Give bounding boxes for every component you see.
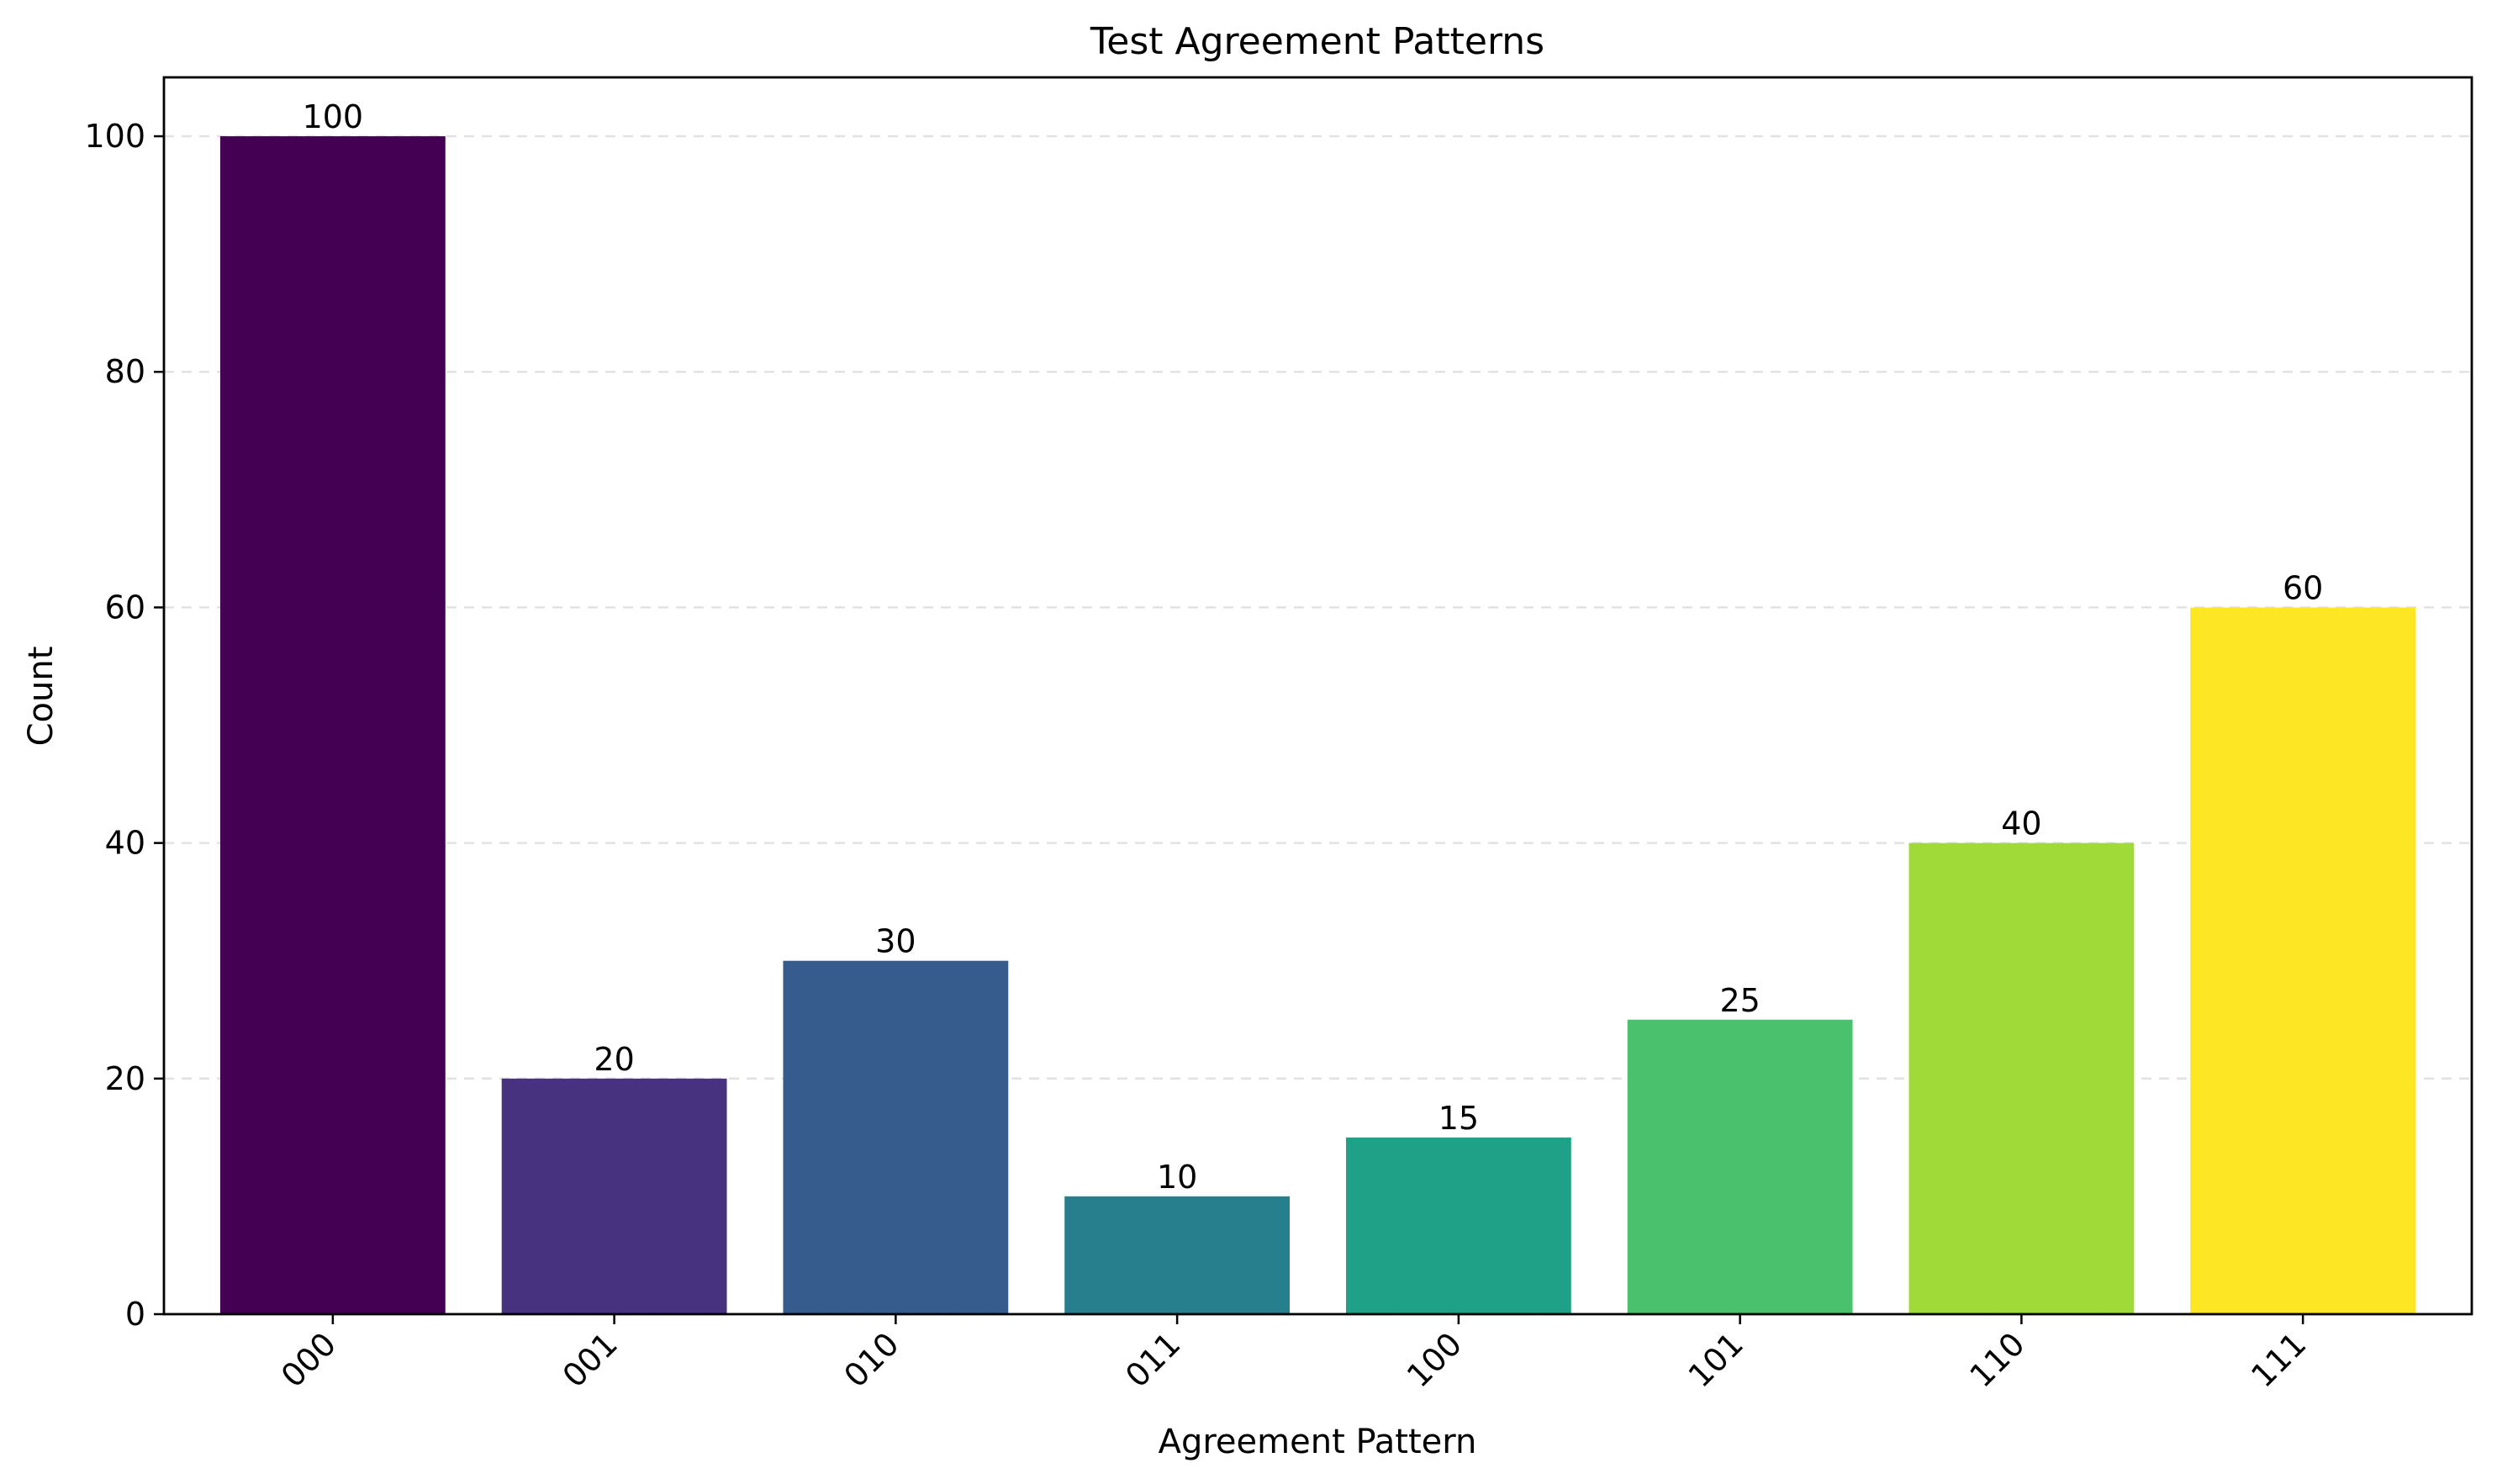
bar-value-label: 20 [594,1041,634,1078]
bar-value-label: 10 [1157,1159,1197,1196]
y-tick-label: 100 [84,118,145,155]
bar-value-label: 60 [2283,569,2323,606]
y-axis-label: Count [22,647,61,747]
bar-value-label: 30 [875,923,916,960]
bar-001 [501,1078,727,1314]
x-axis-label: Agreement Pattern [1159,1423,1477,1461]
x-tick-label: 100 [1400,1325,1469,1394]
x-tick-label: 011 [1118,1325,1187,1394]
bar-value-label: 40 [2001,805,2041,842]
bar-011 [1064,1196,1291,1314]
x-tick-label: 010 [837,1325,905,1394]
y-tick-label: 40 [105,825,145,862]
x-axis-ticks: 000 001 010 011 100 101 110 111 [274,1314,2314,1395]
bar-value-label: 100 [303,98,364,135]
x-tick-label: 110 [1962,1325,2031,1394]
y-tick-label: 20 [105,1060,145,1097]
y-axis-ticks: 0 20 40 60 80 100 [84,118,164,1333]
x-tick-label: 000 [274,1325,343,1394]
bar-000 [219,136,446,1315]
data-labels: 100 20 30 10 15 25 40 60 [303,98,2324,1196]
bar-value-label: 25 [1719,982,1760,1019]
bar-value-label: 15 [1439,1100,1479,1137]
x-tick-label: 101 [1681,1325,1750,1394]
x-tick-label: 001 [556,1325,625,1394]
chart-title: Test Agreement Patterns [1090,20,1544,63]
plot-area-frame [162,76,2473,1316]
bar-111 [2190,607,2416,1314]
bar-100 [1345,1137,1571,1314]
y-tick-label: 80 [105,353,145,390]
bars [219,136,2416,1315]
y-tick-label: 60 [105,589,145,626]
x-tick-label: 111 [2244,1325,2313,1394]
bar-010 [783,960,1009,1314]
bar-101 [1627,1019,1853,1314]
y-tick-label: 0 [125,1296,145,1333]
bar-110 [1908,842,2135,1314]
